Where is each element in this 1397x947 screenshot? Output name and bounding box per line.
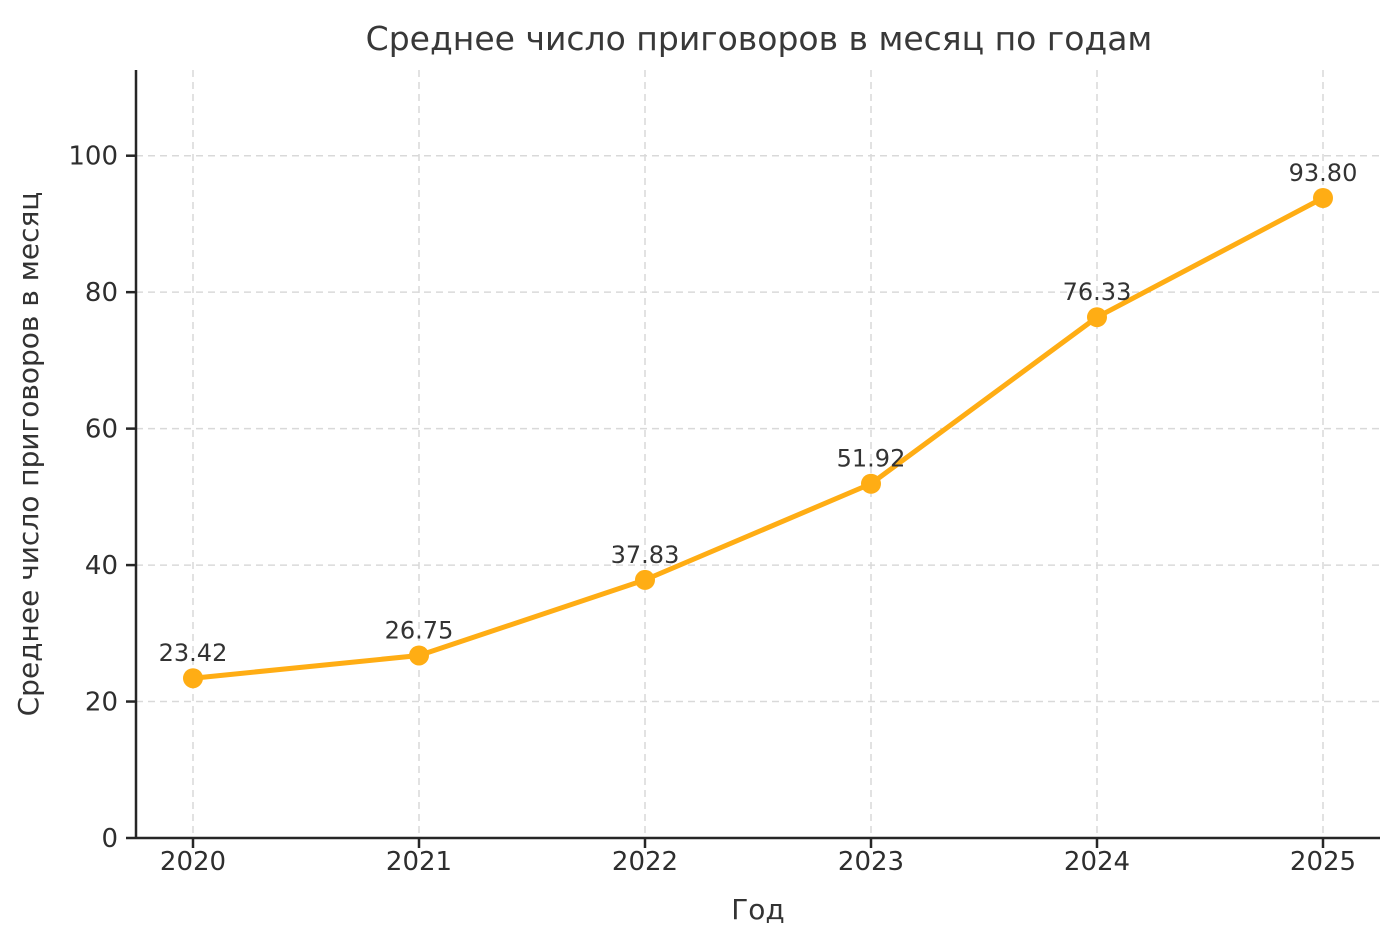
- data-point-marker: [409, 645, 429, 666]
- x-tick-label: 2021: [386, 847, 452, 877]
- y-tick-label: 100: [68, 142, 118, 172]
- data-point-marker: [635, 569, 655, 590]
- axes-layer: 2020 2021 2022 2023 2024 2025 0 20 40 60 80 100: [68, 70, 1380, 877]
- gridlines-layer: [136, 70, 1380, 838]
- data-point-marker: [861, 473, 881, 494]
- x-tick-label: 2022: [612, 847, 678, 877]
- y-tick-label: 40: [85, 551, 118, 581]
- data-line: [190, 195, 1326, 681]
- y-tick-label: 80: [85, 278, 118, 308]
- x-tick-label: 2024: [1064, 847, 1130, 877]
- data-point-marker: [1087, 307, 1107, 328]
- data-series-layer: [183, 188, 1333, 689]
- x-tick-label: 2025: [1290, 847, 1356, 877]
- y-tick-label: 20: [85, 688, 118, 718]
- annotations-layer: 23.42 26.75 37.83 51.92 76.33 93.80: [159, 159, 1358, 667]
- data-point-marker: [183, 668, 203, 689]
- y-tick-label: 60: [85, 415, 118, 445]
- data-point-label: 37.83: [611, 541, 680, 569]
- data-point-label: 76.33: [1063, 278, 1132, 306]
- x-tick-label: 2020: [160, 847, 226, 877]
- x-axis-label: Год: [731, 893, 785, 926]
- data-point-label: 26.75: [385, 616, 454, 644]
- data-point-label: 23.42: [159, 639, 228, 667]
- data-point-marker: [1313, 188, 1333, 208]
- data-point-label: 51.92: [837, 445, 906, 473]
- y-tick-label: 0: [101, 824, 118, 854]
- data-point-label: 93.80: [1289, 159, 1358, 187]
- x-tick-label: 2023: [838, 847, 904, 877]
- y-axis-label: Среднее число приговоров в месяц: [12, 192, 45, 717]
- chart-title: Среднее число приговоров в месяц по года…: [366, 19, 1153, 58]
